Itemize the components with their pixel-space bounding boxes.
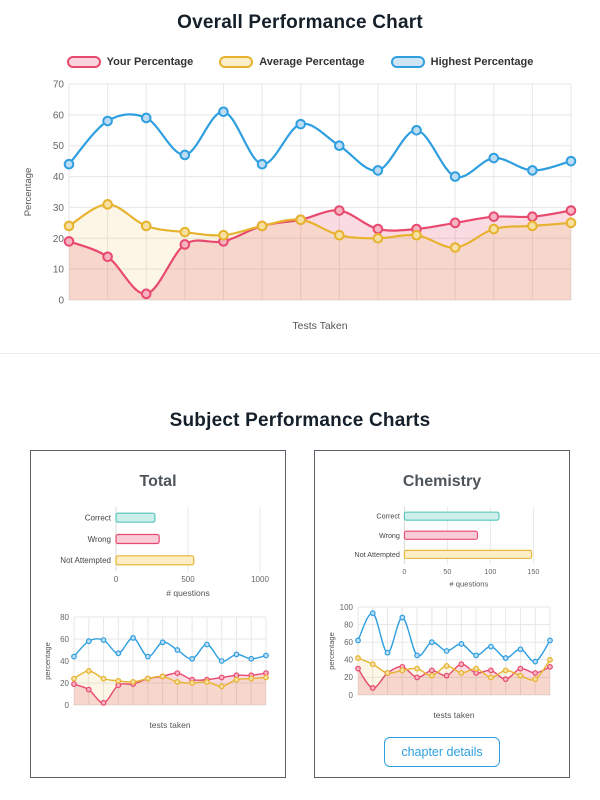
svg-text:0: 0 — [402, 568, 406, 576]
legend-swatch-highest — [390, 56, 425, 68]
svg-text:Percentage: Percentage — [23, 168, 34, 217]
legend-item-highest-percentage[interactable]: Highest Percentage — [390, 56, 534, 68]
chemistry-trend-line-chart: 0 20 40 60 80 100 tests taken percentage — [327, 603, 553, 720]
svg-text:40: 40 — [53, 172, 65, 183]
svg-text:20: 20 — [53, 234, 65, 245]
svg-text:20: 20 — [344, 673, 353, 682]
svg-text:# questions: # questions — [166, 588, 209, 598]
svg-text:20: 20 — [60, 679, 69, 688]
svg-text:Correct: Correct — [85, 513, 112, 522]
svg-text:0: 0 — [58, 296, 64, 307]
svg-text:tests taken: tests taken — [149, 720, 190, 730]
svg-text:# questions: # questions — [449, 579, 488, 588]
legend-label-your: Your Percentage — [106, 56, 194, 68]
svg-text:150: 150 — [527, 568, 539, 576]
svg-text:100: 100 — [484, 568, 496, 576]
svg-text:percentage: percentage — [327, 632, 336, 670]
svg-text:10: 10 — [53, 265, 65, 276]
overall-chart-area: 0 10 20 30 40 50 60 70 Tests Taken Percentage — [16, 74, 584, 337]
chemistry-questions-bar-chart: 0 50 100 150 Correct Wrong Not Attempted # ques… — [355, 506, 539, 588]
svg-text:Correct: Correct — [376, 513, 399, 521]
svg-text:0: 0 — [114, 575, 119, 584]
svg-text:100: 100 — [340, 603, 354, 612]
svg-text:tests taken: tests taken — [433, 710, 474, 720]
svg-text:50: 50 — [443, 568, 451, 576]
card-title-total: Total — [139, 473, 177, 490]
chart-legend: Your Percentage Average Percentage Highe… — [16, 56, 584, 68]
chapter-details-button[interactable]: chapter details — [384, 737, 500, 767]
svg-text:0: 0 — [65, 701, 70, 710]
subject-card-chemistry: Chemistry 0 50 100 150 Correct Wrong Not Attem… — [314, 450, 570, 778]
chemistry-trend-wrap: 0 20 40 60 80 100 tests taken percentage — [326, 601, 558, 721]
legend-label-highest: Highest Percentage — [430, 56, 534, 68]
svg-text:Wrong: Wrong — [379, 532, 400, 540]
svg-text:80: 80 — [344, 620, 353, 629]
legend-swatch-average — [219, 56, 254, 68]
card-title-chemistry: Chemistry — [402, 473, 482, 490]
total-trend-line-chart: 0 20 40 60 80 tests taken percentage — [43, 613, 269, 730]
svg-text:Wrong: Wrong — [88, 535, 111, 544]
total-trend-wrap: 0 20 40 60 80 tests taken percentage — [42, 611, 274, 731]
legend-item-your-percentage[interactable]: Your Percentage — [66, 56, 194, 68]
legend-swatch-your — [66, 56, 101, 68]
overall-performance-line-chart: 0 10 20 30 40 50 60 70 Tests Taken Percentage — [23, 80, 577, 332]
section-divider — [0, 353, 600, 354]
legend-label-average: Average Percentage — [259, 56, 365, 68]
svg-text:Tests Taken: Tests Taken — [292, 320, 347, 332]
overall-chart-title: Overall Performance Chart — [177, 12, 423, 33]
svg-text:0: 0 — [349, 691, 354, 700]
svg-text:30: 30 — [53, 203, 65, 214]
subject-charts-title: Subject Performance Charts — [169, 410, 431, 431]
svg-text:1000: 1000 — [251, 575, 269, 584]
svg-text:40: 40 — [60, 657, 69, 666]
svg-text:500: 500 — [181, 575, 195, 584]
svg-text:percentage: percentage — [43, 642, 52, 680]
svg-text:50: 50 — [53, 141, 65, 152]
svg-text:60: 60 — [53, 110, 65, 121]
svg-text:70: 70 — [53, 80, 65, 91]
svg-text:40: 40 — [344, 656, 353, 665]
svg-text:80: 80 — [60, 613, 69, 622]
svg-text:60: 60 — [344, 638, 353, 647]
svg-text:60: 60 — [60, 635, 69, 644]
subject-card-total: Total 0 500 1000 Correct Wrong Not Attempted #… — [30, 450, 286, 778]
legend-item-average-percentage[interactable]: Average Percentage — [219, 56, 365, 68]
svg-text:Not Attempted: Not Attempted — [355, 551, 400, 559]
total-questions-bar-chart: 0 500 1000 Correct Wrong Not Attempted # quest… — [60, 507, 269, 598]
subject-cards: Total 0 500 1000 Correct Wrong Not Attempted #… — [16, 450, 584, 778]
svg-text:Not Attempted: Not Attempted — [60, 556, 111, 565]
